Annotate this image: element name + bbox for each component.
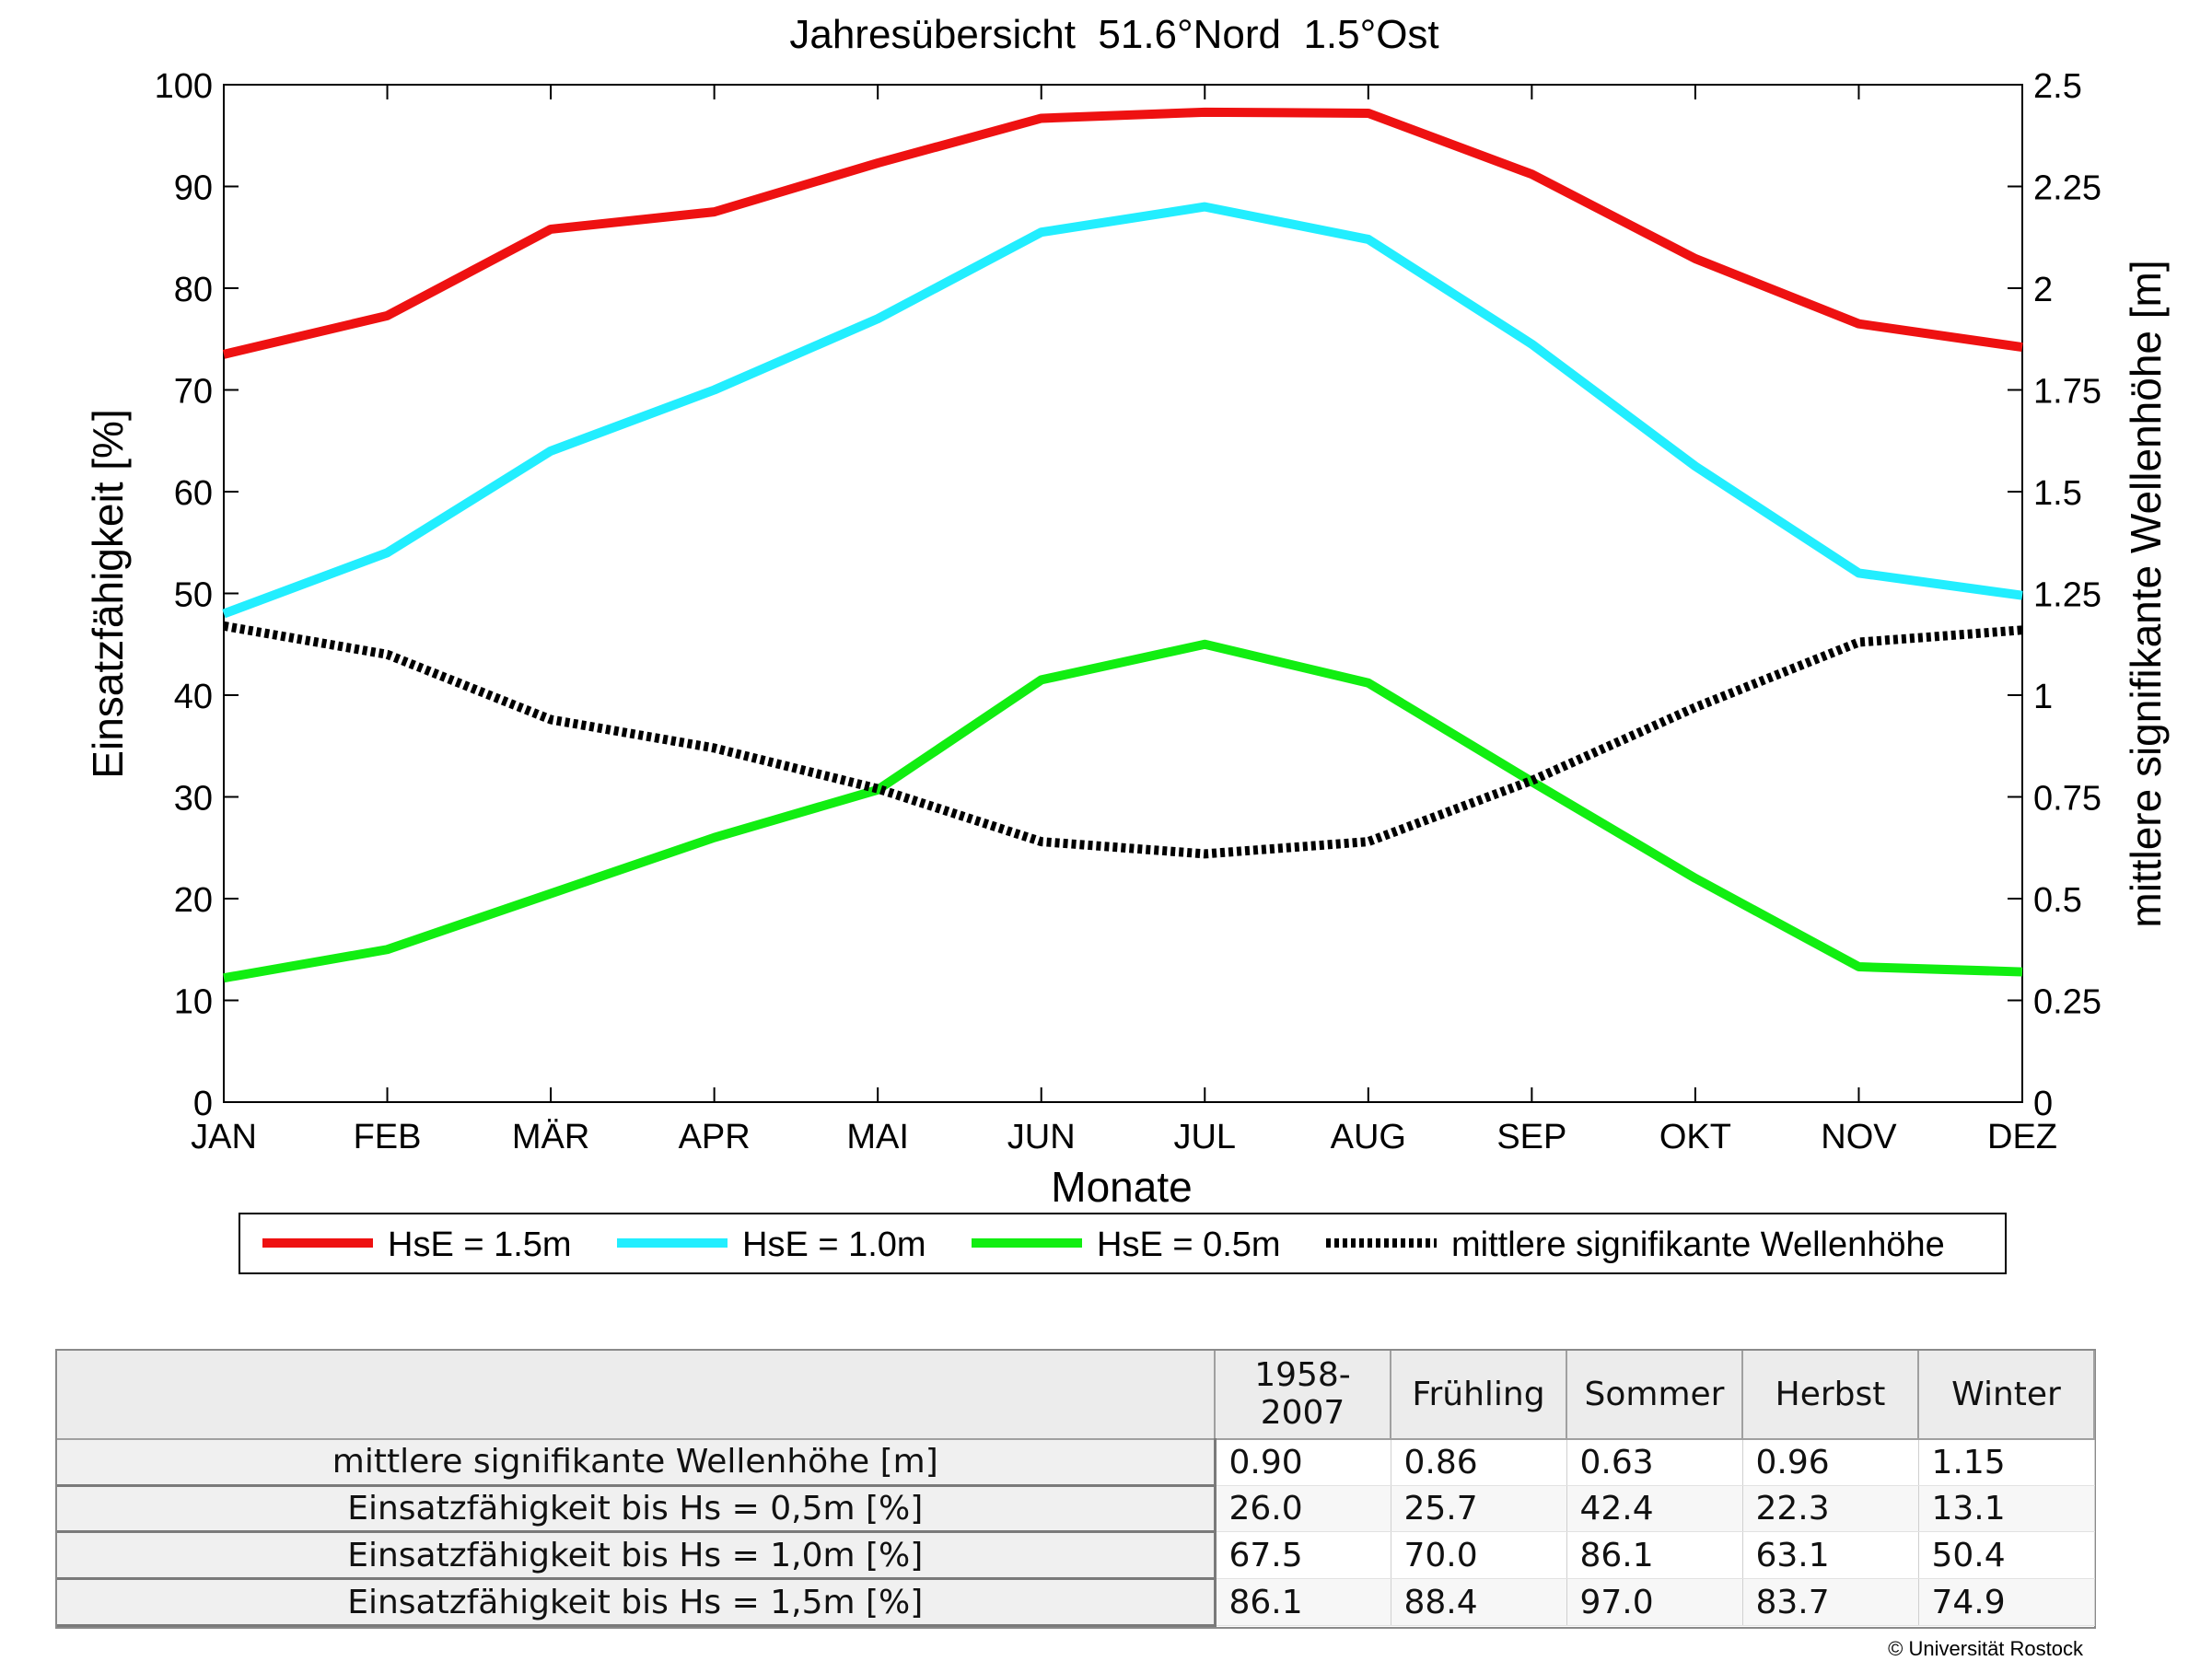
table-cell: 97.0 <box>1566 1578 1743 1626</box>
table-column-header: 1958-2007 <box>1215 1351 1391 1440</box>
x-tick-label: OKT <box>1659 1118 1731 1156</box>
table-column-header: Frühling <box>1391 1351 1567 1440</box>
table-cell: 13.1 <box>1918 1485 2095 1533</box>
y-right-tick-label: 2.5 <box>2033 67 2082 106</box>
table-cell: 22.3 <box>1742 1485 1919 1533</box>
y-tick-label: 10 <box>174 983 213 1022</box>
series-line-3 <box>223 621 2023 859</box>
table-cell: 63.1 <box>1742 1531 1919 1580</box>
series-line-2 <box>223 639 2023 983</box>
y-tick-label: 70 <box>174 373 213 412</box>
y-right-tick-label: 2.25 <box>2033 169 2101 208</box>
table-cell: 86.1 <box>1215 1578 1391 1626</box>
table-cell: 88.4 <box>1391 1578 1567 1626</box>
table-row: mittlere signifikante Wellenhöhe [m] 0.9… <box>57 1438 2095 1487</box>
table-cell: 0.63 <box>1566 1438 1743 1486</box>
x-axis-label: Monate <box>1051 1163 1192 1211</box>
y-tick-label: 20 <box>174 881 213 920</box>
y-tick-label: 90 <box>174 169 213 208</box>
x-tick-label: JUL <box>1173 1118 1236 1156</box>
table-row: Einsatzfähigkeit bis Hs = 0,5m [%] 26.0 … <box>57 1485 2095 1534</box>
x-tick-label: DEZ <box>1987 1118 2057 1156</box>
table-row-label: Einsatzfähigkeit bis Hs = 0,5m [%] <box>57 1485 1217 1534</box>
y-right-tick-label: 2 <box>2033 271 2053 309</box>
table-column-header: Sommer <box>1566 1351 1743 1440</box>
plot-area <box>223 84 2023 1103</box>
x-tick-label: NOV <box>1821 1118 1897 1156</box>
x-tick-label: JUN <box>1007 1118 1076 1156</box>
table-cell: 0.86 <box>1391 1438 1567 1486</box>
y-tick-label: 100 <box>155 67 213 106</box>
y-right-tick-label: 0.25 <box>2033 983 2101 1022</box>
table-row-label: Einsatzfähigkeit bis Hs = 1,5m [%] <box>57 1578 1217 1627</box>
legend-label: HsE = 1.0m <box>742 1225 926 1264</box>
x-tick-label: JAN <box>191 1118 257 1156</box>
y-axis-label: Einsatzfähigkeit [%] <box>84 409 132 778</box>
y-tick-label: 30 <box>174 780 213 819</box>
legend-label: mittlere signifikante Wellenhöhe <box>1451 1225 1945 1264</box>
table-cell: 70.0 <box>1391 1531 1567 1580</box>
table-row-label: mittlere signifikante Wellenhöhe [m] <box>57 1438 1217 1487</box>
table-corner-cell <box>57 1351 1216 1440</box>
x-tick-label: MAI <box>846 1118 909 1156</box>
legend: HsE = 1.5m HsE = 1.0m HsE = 0.5m mittlere s… <box>239 1213 2007 1274</box>
y-tick-label: 40 <box>174 678 213 716</box>
chart-title: Jahresübersicht 51.6°Nord 1.5°Ost <box>789 12 1438 57</box>
y-right-tick-label: 1.75 <box>2033 373 2101 412</box>
table-cell: 83.7 <box>1742 1578 1919 1626</box>
table-cell: 50.4 <box>1918 1531 2095 1580</box>
table-cell: 67.5 <box>1215 1531 1391 1580</box>
x-tick-label: MÄR <box>512 1118 589 1156</box>
y-right-tick-label: 1 <box>2033 678 2053 716</box>
y-right-tick-label: 0.75 <box>2033 780 2101 819</box>
y-right-tick-label: 0.5 <box>2033 881 2082 920</box>
y-tick-label: 60 <box>174 474 213 513</box>
table-column-header: Winter <box>1918 1351 2095 1440</box>
table-cell: 26.0 <box>1215 1485 1391 1533</box>
series-line-0 <box>222 107 2023 359</box>
table-cell: 86.1 <box>1566 1531 1743 1580</box>
table-header-row: 1958-2007 Frühling Sommer Herbst Winter <box>57 1351 2095 1440</box>
legend-label: HsE = 1.5m <box>388 1225 572 1264</box>
summary-table: 1958-2007 Frühling Sommer Herbst Winter … <box>55 1349 2096 1629</box>
table-cell: 74.9 <box>1918 1578 2095 1626</box>
copyright-notice: © Universität Rostock <box>1888 1637 2083 1660</box>
table-cell: 1.15 <box>1918 1438 2095 1486</box>
legend-label: HsE = 0.5m <box>1097 1225 1281 1264</box>
y-right-tick-label: 1.5 <box>2033 474 2082 513</box>
y-tick-label: 50 <box>174 576 213 615</box>
table-cell: 25.7 <box>1391 1485 1567 1533</box>
y-right-tick-label: 1.25 <box>2033 576 2101 615</box>
y-tick-label: 80 <box>174 271 213 309</box>
table-row: Einsatzfähigkeit bis Hs = 1,0m [%] 67.5 … <box>57 1531 2095 1581</box>
table-cell: 0.96 <box>1742 1438 1919 1486</box>
x-tick-label: AUG <box>1331 1118 1406 1156</box>
table-cell: 42.4 <box>1566 1485 1743 1533</box>
table-row-label: Einsatzfähigkeit bis Hs = 1,0m [%] <box>57 1531 1217 1581</box>
series-line-1 <box>222 202 2023 619</box>
x-tick-label: FEB <box>354 1118 422 1156</box>
table-cell: 0.90 <box>1215 1438 1391 1486</box>
chart: Jahresübersicht 51.6°Nord 1.5°Ost 010203… <box>84 12 2170 1274</box>
x-tick-label: SEP <box>1496 1118 1566 1156</box>
y-tick-label: 0 <box>193 1085 213 1123</box>
table-row: Einsatzfähigkeit bis Hs = 1,5m [%] 86.1 … <box>57 1578 2095 1627</box>
table-column-header: Herbst <box>1742 1351 1919 1440</box>
x-tick-label: APR <box>679 1118 751 1156</box>
y-axis-label-right: mittlere signifikante Wellenhöhe [m] <box>2122 260 2170 927</box>
y-right-tick-label: 0 <box>2033 1085 2053 1123</box>
legend-box <box>239 1213 2007 1274</box>
